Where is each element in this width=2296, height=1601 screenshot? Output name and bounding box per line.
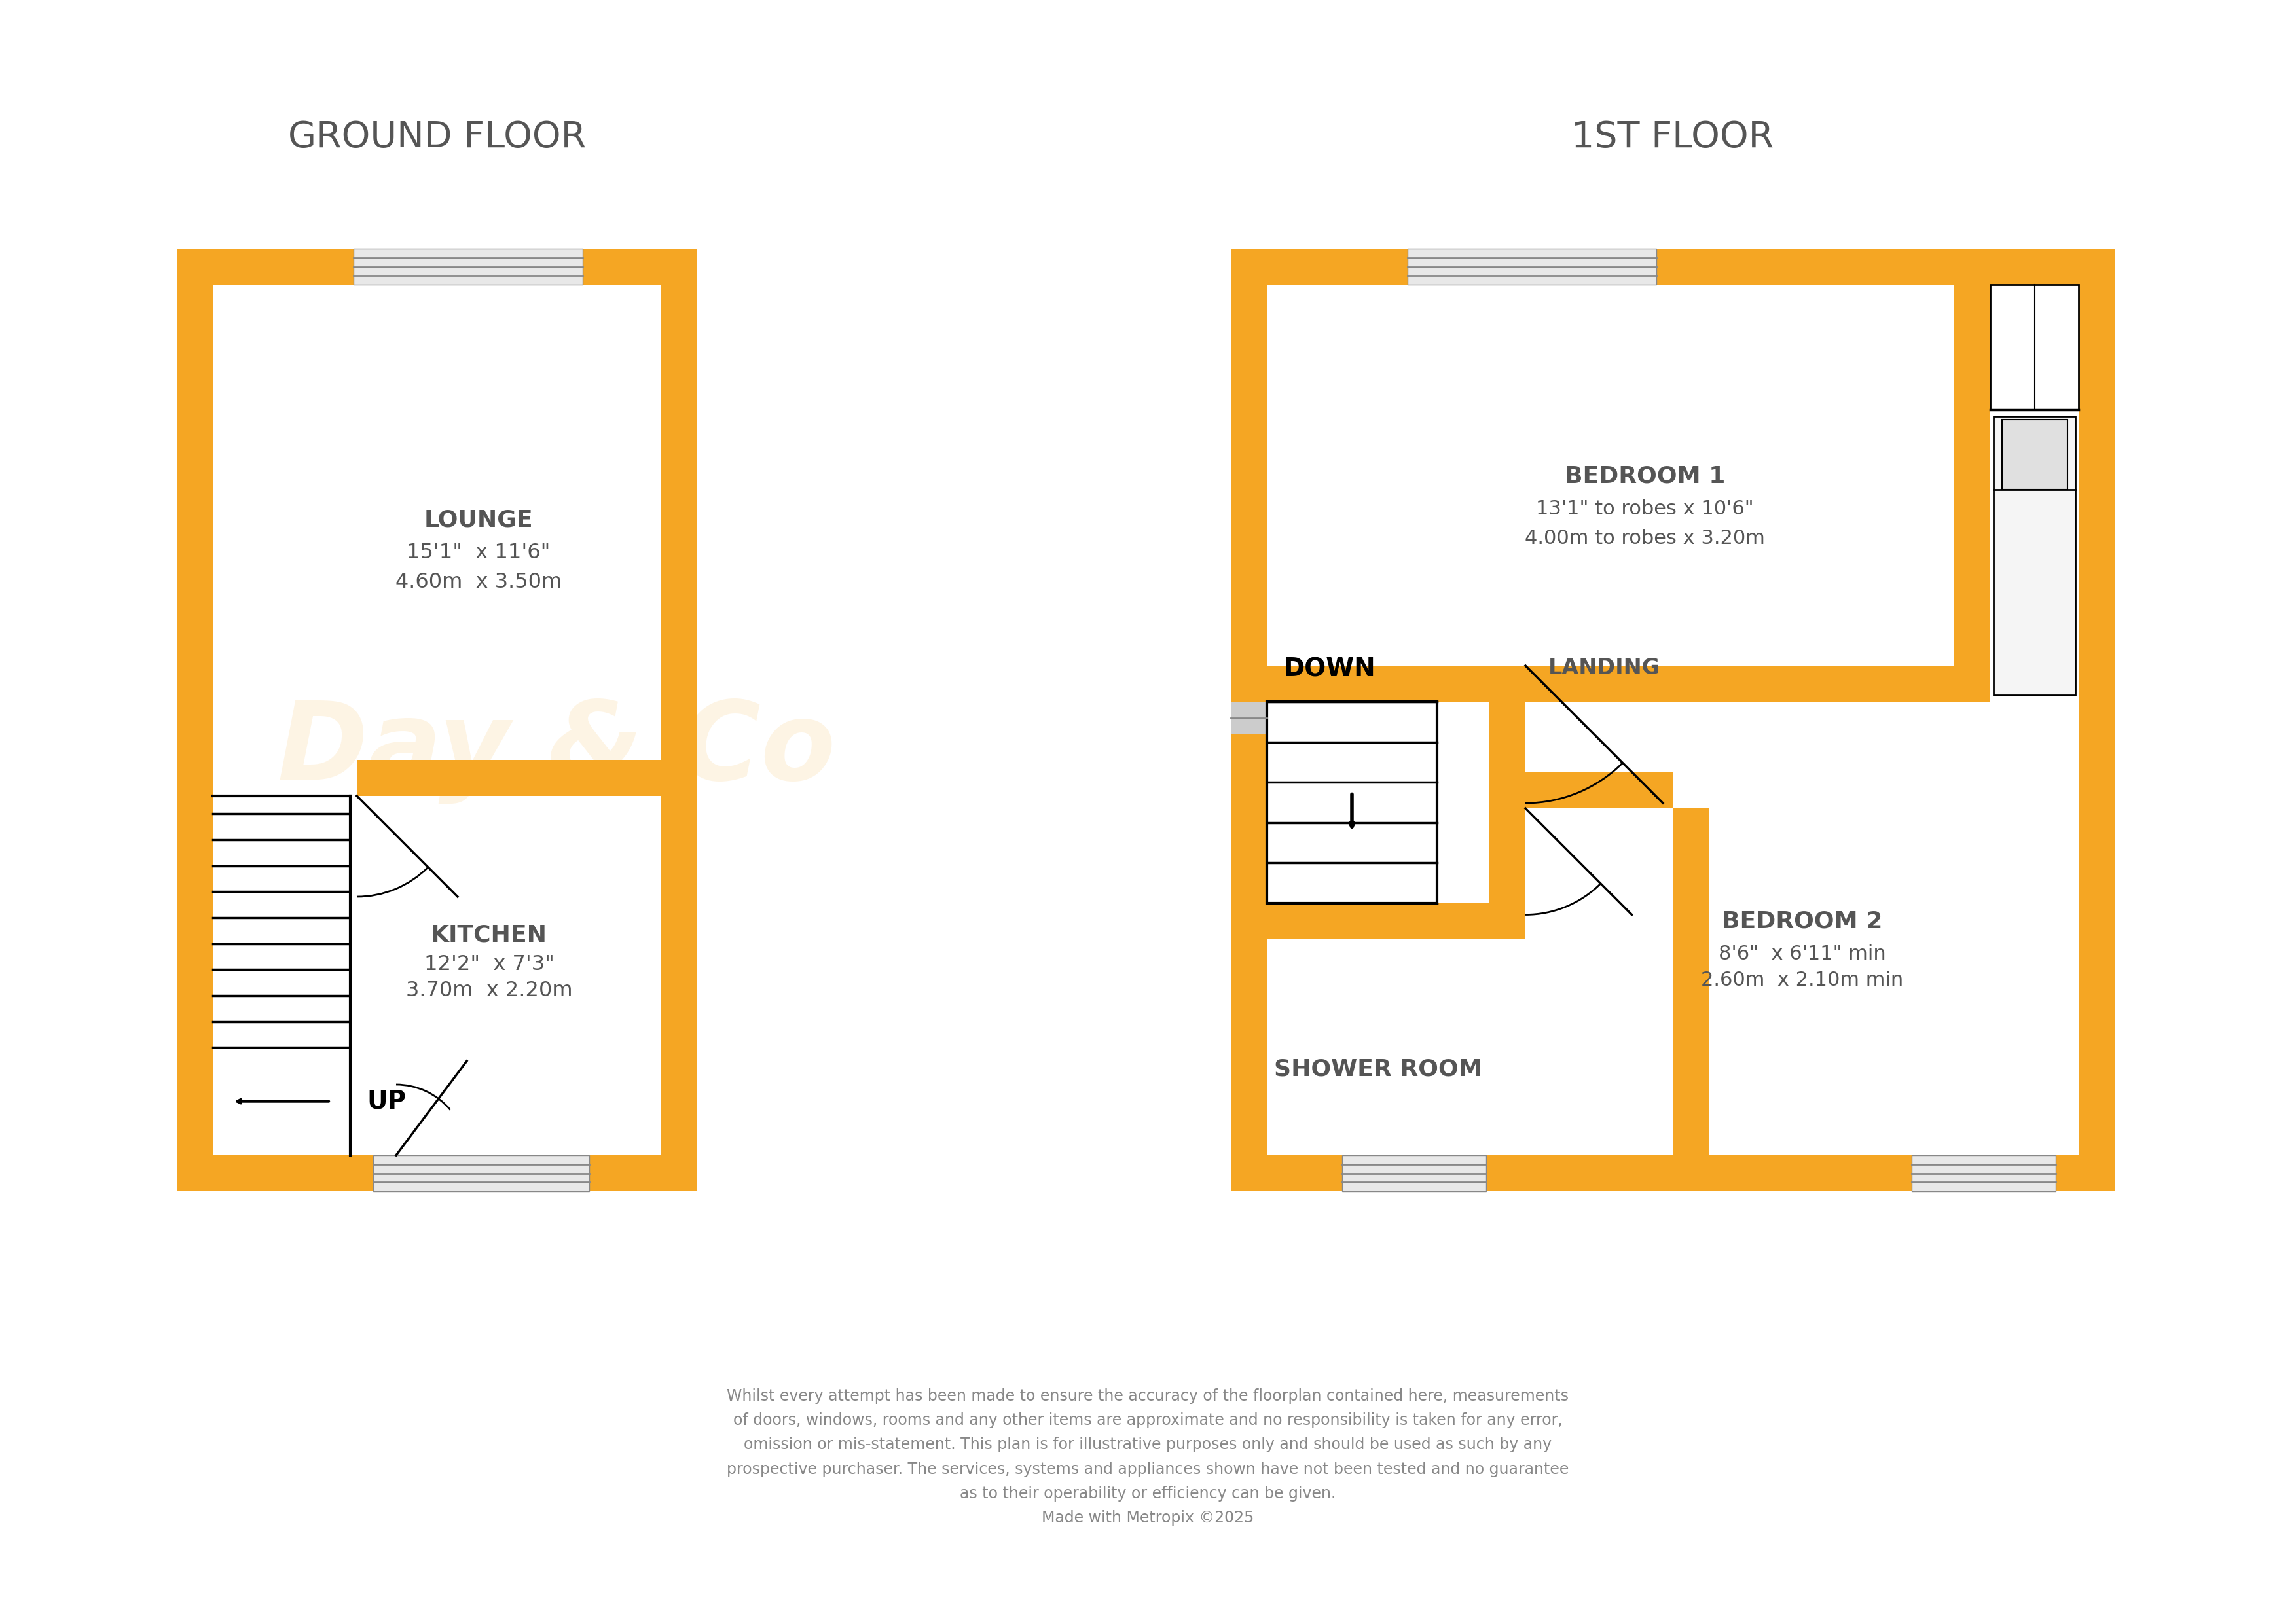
Text: Day & Co: Day & Co [278,696,836,804]
Text: 4.60m  x 3.50m: 4.60m x 3.50m [395,572,563,592]
Bar [661,248,698,1191]
Bar [1231,1156,2115,1191]
Bar [1490,666,1525,940]
Text: GROUND FLOOR: GROUND FLOOR [287,120,585,155]
Bar [1267,666,1954,701]
Bar [1407,248,1655,285]
Bar [177,1156,698,1191]
Bar [354,248,583,285]
Bar [354,248,583,285]
Bar [1231,248,2115,285]
Bar [1267,903,1525,940]
Text: SHOWER ROOM: SHOWER ROOM [1274,1058,1483,1081]
Bar [2078,248,2115,1191]
Text: 2.60m  x 2.10m min: 2.60m x 2.10m min [1701,970,1903,989]
Bar [214,285,661,1156]
Bar [356,760,661,796]
Bar [661,708,691,760]
Bar [1231,248,1267,1191]
Text: 4.00m to robes x 3.20m: 4.00m to robes x 3.20m [1525,528,1766,548]
Bar [1231,701,1267,735]
Bar [2002,419,2066,490]
Bar [1343,1156,1486,1191]
Bar [374,1156,590,1191]
Bar [374,1156,590,1191]
Bar [1267,701,1437,903]
Text: BEDROOM 1: BEDROOM 1 [1564,466,1724,487]
Bar [1343,1156,1486,1191]
Text: BEDROOM 2: BEDROOM 2 [1722,909,1883,932]
Bar [1674,809,1708,1156]
Bar [177,248,698,285]
Bar [1991,285,2078,410]
Text: 1ST FLOOR: 1ST FLOOR [1570,120,1775,155]
Bar [1993,416,2076,695]
Text: 3.70m  x 2.20m: 3.70m x 2.20m [406,980,572,1001]
Text: DOWN: DOWN [1283,656,1375,682]
Text: LOUNGE: LOUNGE [425,509,533,532]
Bar [1267,285,2078,1156]
Bar [1913,1156,2055,1191]
Text: LANDING: LANDING [1548,656,1660,679]
Text: 15'1"  x 11'6": 15'1" x 11'6" [406,543,551,564]
Bar [1407,248,1655,285]
Bar [214,796,351,1156]
Text: 12'2"  x 7'3": 12'2" x 7'3" [425,954,553,975]
Bar [1913,1156,2055,1191]
Text: Whilst every attempt has been made to ensure the accuracy of the floorplan conta: Whilst every attempt has been made to en… [726,1388,1568,1526]
Bar [1954,285,1991,701]
Bar [177,248,214,1191]
Text: KITCHEN: KITCHEN [432,924,546,946]
Text: 8'6"  x 6'11" min: 8'6" x 6'11" min [1717,945,1885,964]
Text: UP: UP [367,1089,406,1114]
Bar [1267,701,1437,903]
Text: 13'1" to robes x 10'6": 13'1" to robes x 10'6" [1536,500,1754,519]
Bar [1490,772,1674,809]
